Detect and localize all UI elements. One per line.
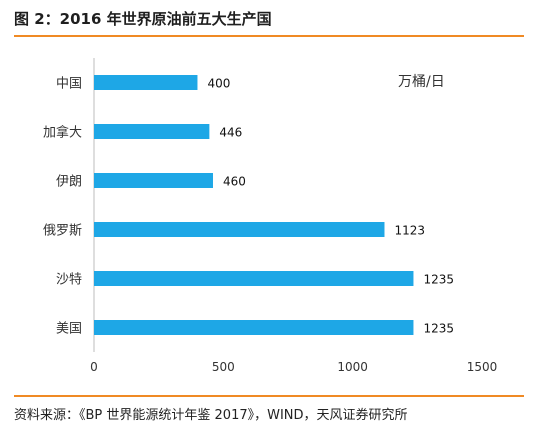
- data-label: 460: [223, 175, 246, 189]
- category-label: 伊朗: [56, 175, 82, 190]
- data-label: 446: [219, 126, 242, 140]
- unit-label: 万桶/日: [398, 74, 445, 90]
- data-label: 1123: [394, 224, 425, 238]
- bar: [94, 271, 414, 286]
- x-tick-label: 1500: [467, 360, 498, 374]
- category-label: 加拿大: [43, 125, 82, 141]
- bar-chart: 万桶/日 中国 400 加拿大 446 伊朗 460 俄罗斯 1123 沙特 1235 美国 1235…: [43, 58, 498, 374]
- bar: [94, 173, 213, 188]
- category-label: 俄罗斯: [43, 224, 82, 239]
- data-label: 1235: [423, 273, 454, 287]
- top-divider: [14, 35, 524, 37]
- x-tick-label: 1000: [337, 360, 368, 374]
- bar: [94, 75, 198, 90]
- bar: [94, 124, 210, 139]
- bar: [94, 320, 414, 335]
- category-label: 沙特: [56, 273, 82, 288]
- category-label: 中国: [56, 77, 82, 92]
- figure-title: 图 2：2016 年世界原油前五大生产国: [14, 10, 272, 28]
- bottom-divider: [14, 395, 524, 397]
- data-label: 400: [207, 77, 230, 91]
- category-label: 美国: [56, 322, 82, 337]
- bar: [94, 222, 385, 237]
- source-note: 资料来源：《BP 世界能源统计年鉴 2017》，WIND，天风证券研究所: [14, 408, 408, 423]
- data-label: 1235: [423, 322, 454, 336]
- x-tick-label: 0: [90, 360, 98, 374]
- x-tick-label: 500: [212, 360, 235, 374]
